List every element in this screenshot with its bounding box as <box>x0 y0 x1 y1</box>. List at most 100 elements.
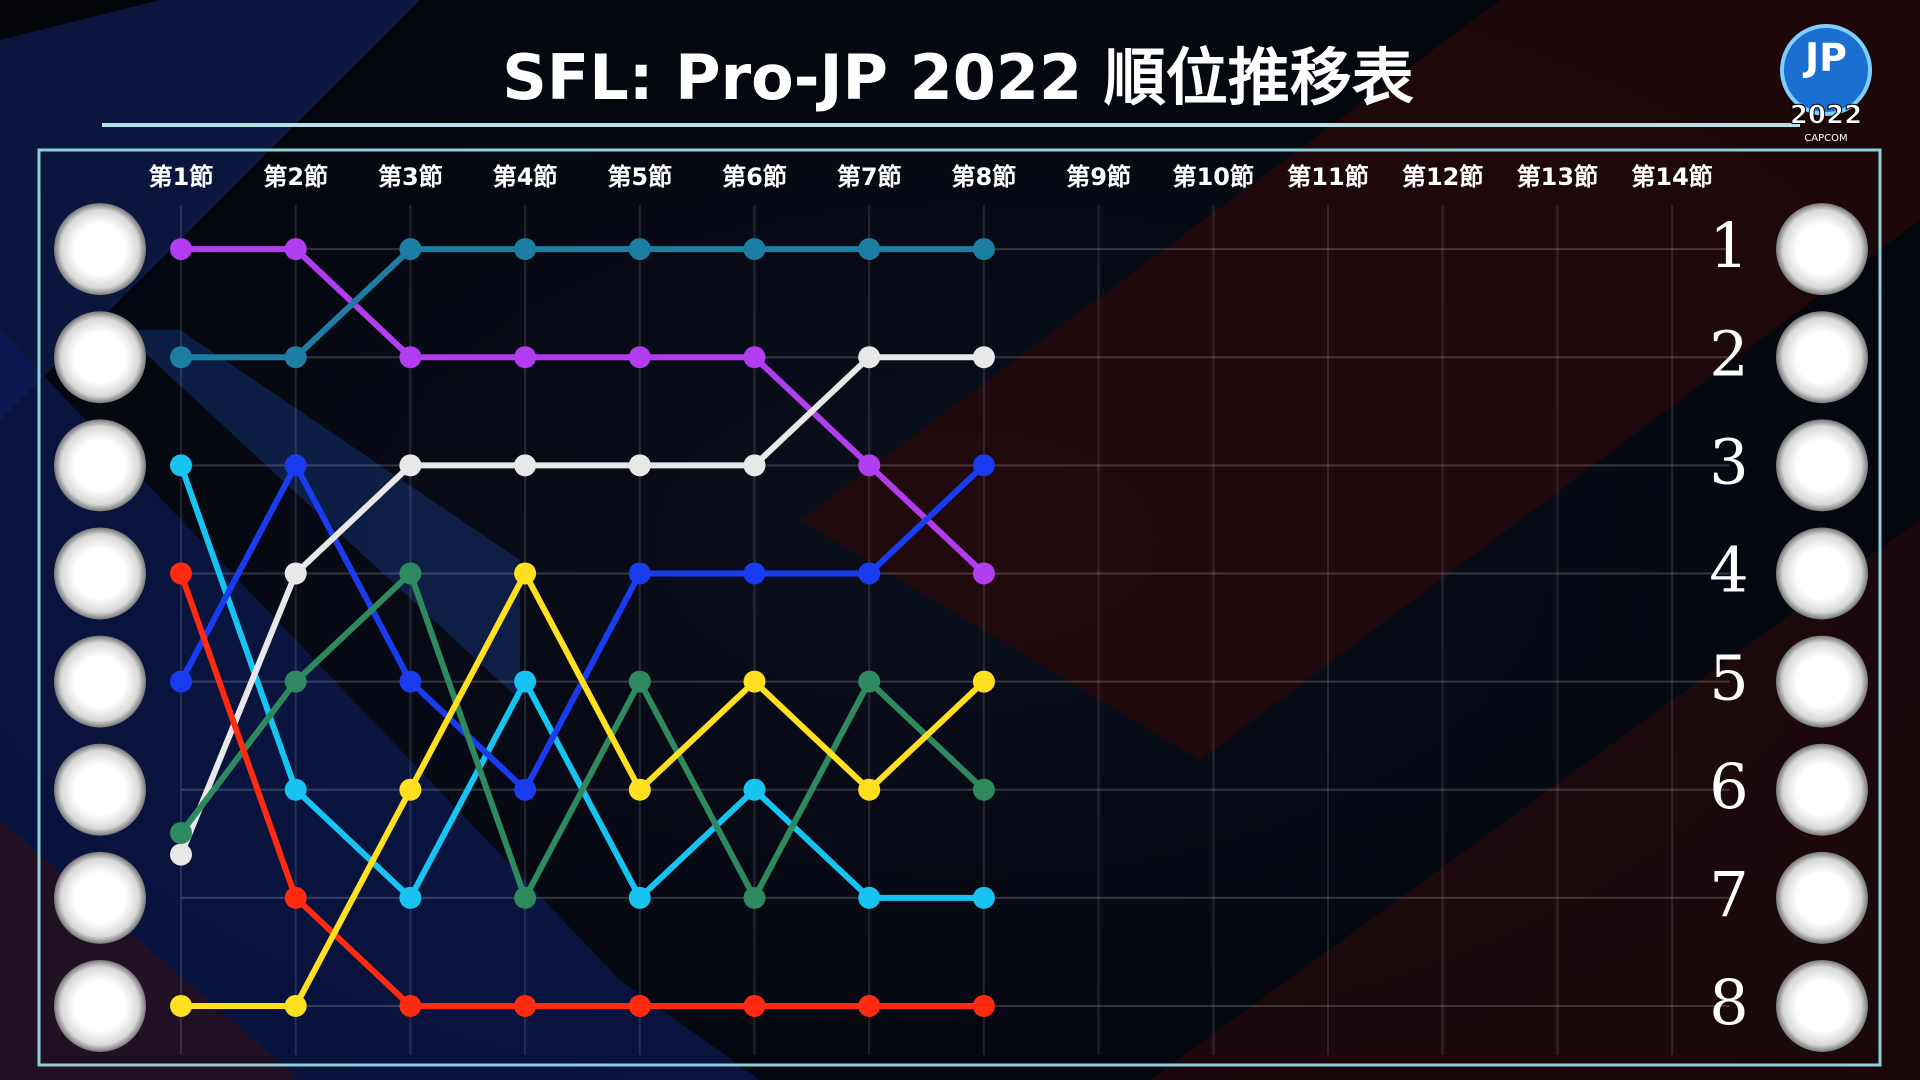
point <box>743 886 766 909</box>
point <box>743 778 766 801</box>
x-tick-label: 第11節 <box>1287 163 1368 191</box>
y-tick-label: 1 <box>1709 209 1748 282</box>
point <box>972 454 995 477</box>
point <box>972 238 995 261</box>
logo-year: 2022 <box>1790 101 1862 131</box>
point <box>858 886 881 909</box>
bg-shape <box>1150 520 1920 1080</box>
point <box>399 886 422 909</box>
point <box>170 346 192 369</box>
point <box>514 454 537 477</box>
point <box>170 454 192 477</box>
team-logo <box>1776 635 1868 728</box>
x-tick-label: 第8節 <box>952 163 1017 191</box>
point <box>514 670 537 693</box>
jp-logo: JP 2022 CAPCOM <box>1780 24 1872 144</box>
team-logo <box>1776 419 1868 512</box>
point <box>170 238 192 261</box>
point <box>972 670 995 693</box>
y-tick-label: 6 <box>1709 750 1748 823</box>
point <box>284 454 307 477</box>
x-tick-label: 第13節 <box>1517 163 1598 191</box>
point <box>284 346 307 369</box>
point <box>858 454 881 477</box>
y-tick-label: 3 <box>1709 425 1748 498</box>
point <box>514 886 537 909</box>
point <box>743 454 766 477</box>
point <box>628 778 651 801</box>
team-logo <box>54 203 146 296</box>
y-tick-label: 2 <box>1709 317 1748 390</box>
point <box>170 562 192 585</box>
x-tick-label: 第12節 <box>1402 163 1483 191</box>
point <box>284 778 307 801</box>
series-line <box>178 570 986 901</box>
point <box>743 238 766 261</box>
point <box>972 778 995 801</box>
point <box>972 562 995 585</box>
x-tick-label: 第5節 <box>607 163 672 191</box>
point <box>743 562 766 585</box>
team-logo <box>54 311 146 404</box>
point <box>399 994 422 1017</box>
series-line <box>181 246 984 361</box>
point <box>628 346 651 369</box>
point <box>628 562 651 585</box>
point <box>399 778 422 801</box>
team-logo <box>1776 851 1868 944</box>
logo-badge <box>1780 24 1872 116</box>
y-tick-label: 8 <box>1709 966 1748 1039</box>
point <box>170 994 192 1017</box>
team-logo <box>54 959 146 1052</box>
team-logo <box>54 419 146 512</box>
y-tick-label: 7 <box>1709 858 1748 931</box>
logo-maker: CAPCOM <box>1804 133 1847 144</box>
point <box>284 562 307 585</box>
point <box>170 670 192 693</box>
point <box>399 454 422 477</box>
x-tick-label: 第10節 <box>1173 163 1254 191</box>
x-tick-label: 第4節 <box>493 163 558 191</box>
bg-shape <box>800 0 1920 760</box>
chart-title: SFL: Pro-JP 2022 順位推移表 <box>502 41 1413 114</box>
point <box>284 886 307 909</box>
x-tick-label: 第9節 <box>1066 163 1131 191</box>
series-line <box>181 570 986 1009</box>
series-line <box>181 246 986 576</box>
point <box>514 562 537 585</box>
x-tick-label: 第3節 <box>378 163 443 191</box>
team-logo <box>1776 959 1868 1052</box>
point <box>514 346 537 369</box>
series-line <box>178 354 984 856</box>
team-logo <box>54 635 146 728</box>
y-tick-label: 5 <box>1709 642 1748 715</box>
point <box>972 346 995 369</box>
point <box>858 778 881 801</box>
logo-text: JP <box>1802 36 1847 80</box>
point <box>514 238 537 261</box>
point <box>858 670 881 693</box>
point <box>399 670 422 693</box>
point <box>170 821 192 844</box>
point <box>399 238 422 261</box>
point <box>743 346 766 369</box>
team-logo <box>1776 743 1868 836</box>
point <box>628 994 651 1017</box>
point <box>284 670 307 693</box>
team-logo <box>54 743 146 836</box>
point <box>170 843 192 866</box>
point <box>284 994 307 1017</box>
point <box>399 562 422 585</box>
team-logo <box>1776 527 1868 620</box>
x-tick-label: 第1節 <box>149 163 214 191</box>
x-tick-label: 第14節 <box>1631 163 1712 191</box>
point <box>858 346 881 369</box>
point <box>858 238 881 261</box>
point <box>743 670 766 693</box>
point <box>284 238 307 261</box>
y-tick-label: 4 <box>1709 534 1748 607</box>
team-logo <box>54 527 146 620</box>
series-line <box>178 572 984 1009</box>
